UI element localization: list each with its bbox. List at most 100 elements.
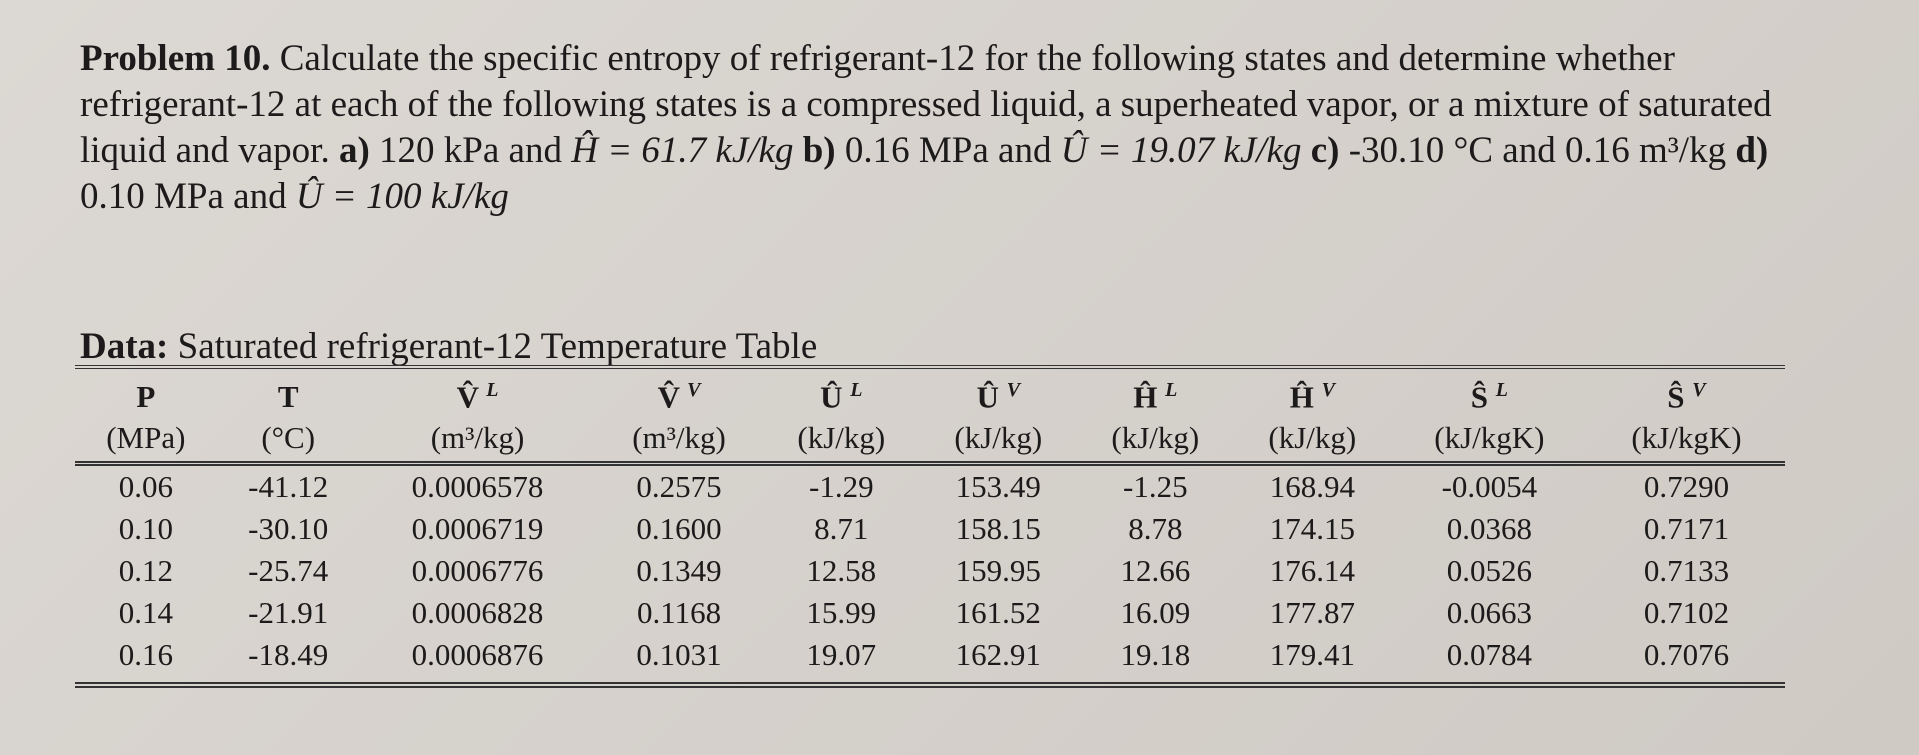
header-unit: (kJ/kg)	[762, 415, 920, 466]
part-math: Û = 19.07 kJ/kg	[1060, 130, 1302, 171]
table-cell: 0.12	[118, 553, 173, 588]
header-unit: (°C)	[216, 415, 360, 466]
header-symbol-cell: Ĥ V	[1233, 365, 1391, 415]
table-cell: 12.58	[806, 553, 877, 588]
part-text: 0.10 MPa and	[80, 176, 287, 217]
header-symbol: Ŝ	[1667, 379, 1685, 414]
header-unit: (kJ/kgK)	[1587, 415, 1785, 466]
table-cell: 16.09	[1120, 595, 1191, 630]
header-symbol-cell: P	[75, 365, 217, 415]
header-symbol: T	[277, 379, 299, 414]
part-label: a)	[338, 130, 370, 171]
table-cell: -1.25	[1123, 469, 1188, 504]
header-unit: (kJ/kg)	[1076, 415, 1234, 466]
header-symbol: Ĥ	[1133, 379, 1158, 414]
header-superscript: L	[1165, 378, 1178, 401]
table-row: 0.06 -41.12 0.0006578 0.2575 -1.29 153.4…	[75, 464, 1785, 509]
header-symbols: P T V̂ L V̂ V Û L Û V Ĥ L Ĥ V Ŝ L Ŝ V	[75, 365, 1785, 415]
table-cell: 179.41	[1233, 634, 1391, 688]
header-unit: (kJ/kg)	[1233, 415, 1391, 466]
table-cell: 0.0368	[1446, 511, 1532, 546]
table-cell: -0.0054	[1441, 469, 1538, 504]
header-superscript: V	[1006, 378, 1021, 401]
header-symbol-cell: Ĥ L	[1076, 365, 1234, 415]
table-cell: 177.87	[1269, 595, 1355, 630]
header-symbol: P	[136, 379, 156, 414]
header-units: (MPa) (°C) (m³/kg) (m³/kg) (kJ/kg) (kJ/k…	[75, 415, 1785, 466]
part-math: Û = 100 kJ/kg	[295, 176, 509, 217]
table-cell: 0.7102	[1643, 595, 1730, 630]
table-cell: 0.0006776	[411, 553, 544, 588]
header-superscript: V	[1321, 378, 1335, 401]
header-superscript: L	[486, 378, 499, 401]
table-cell: 19.18	[1076, 634, 1234, 688]
part-label: b)	[802, 130, 836, 171]
table-cell: 0.0006876	[359, 634, 596, 688]
table-cell: -41.12	[248, 469, 329, 504]
header-unit: (kJ/kg)	[919, 415, 1077, 466]
table-cell: 0.0006719	[411, 511, 544, 546]
table-cell: 0.16	[75, 634, 217, 688]
table-cell: 162.91	[919, 634, 1077, 688]
table-cell: 0.0006828	[411, 595, 544, 630]
table-cell: -25.74	[248, 553, 329, 588]
header-symbol-cell: T	[216, 365, 360, 415]
header-symbol-cell: Û V	[919, 365, 1077, 415]
table-row: 0.16 -18.49 0.0006876 0.1031 19.07 162.9…	[75, 634, 1785, 688]
table-cell: -1.29	[809, 469, 874, 504]
header-symbol: V̂	[657, 379, 680, 414]
table-cell: -18.49	[216, 634, 360, 688]
table-cell: -21.91	[248, 595, 329, 630]
header-symbol-cell: Û L	[762, 365, 920, 415]
data-table: P T V̂ L V̂ V Û L Û V Ĥ L Ĥ V Ŝ L Ŝ V (M…	[75, 365, 1785, 688]
table-cell: 0.7171	[1643, 511, 1730, 546]
header-symbol-cell: Ŝ V	[1587, 365, 1785, 415]
header-unit: (MPa)	[75, 415, 217, 466]
header-superscript: L	[850, 378, 863, 401]
caption-label: Data:	[80, 326, 169, 367]
header-symbol: V̂	[456, 379, 479, 414]
header-unit: (m³/kg)	[359, 415, 596, 466]
table-row: 0.12 -25.74 0.0006776 0.1349 12.58 159.9…	[75, 550, 1785, 592]
table-cell: 0.7133	[1643, 553, 1730, 588]
table-cell: -30.10	[248, 511, 329, 546]
table-cell: 158.15	[955, 511, 1041, 546]
table-cell: 168.94	[1269, 469, 1355, 504]
problem-intro: Calculate the specific entropy of refrig…	[80, 38, 1772, 171]
table-cell: 8.78	[1128, 511, 1183, 546]
table-body: 0.06 -41.12 0.0006578 0.2575 -1.29 153.4…	[75, 464, 1785, 688]
table-cell: 15.99	[806, 595, 877, 630]
header-symbol: Û	[820, 379, 843, 414]
table-cell: 176.14	[1269, 553, 1355, 588]
header-unit: (m³/kg)	[595, 415, 763, 466]
table-cell: 19.07	[762, 634, 920, 688]
header-symbol-cell: V̂ V	[595, 365, 763, 415]
header-superscript: V	[1692, 378, 1706, 401]
table-cell: 0.2575	[636, 469, 722, 504]
table-cell: 159.95	[955, 553, 1041, 588]
table-cell: 8.71	[814, 511, 869, 546]
header-symbol: Ĥ	[1289, 379, 1314, 414]
part-text: 0.16 MPa and	[844, 130, 1052, 171]
table-row: 0.14 -21.91 0.0006828 0.1168 15.99 161.5…	[75, 592, 1785, 634]
table-cell: 0.1031	[595, 634, 763, 688]
table-cell: 0.0784	[1390, 634, 1588, 688]
table-cell: 0.06	[118, 469, 173, 504]
table-cell: 161.52	[955, 595, 1041, 630]
part-text: -30.10 °C and 0.16 m³/kg	[1348, 130, 1727, 171]
header-unit: (kJ/kgK)	[1390, 415, 1588, 466]
problem-text: Problem 10. Calculate the specific entro…	[80, 36, 1780, 220]
table-cell: 0.7076	[1587, 634, 1785, 688]
table-cell: 0.7290	[1643, 469, 1730, 504]
caption-text: Saturated refrigerant-12 Temperature Tab…	[177, 326, 818, 367]
table-cell: 0.10	[118, 511, 173, 546]
header-superscript: L	[1495, 378, 1508, 401]
data-caption: Data: Saturated refrigerant-12 Temperatu…	[80, 325, 817, 368]
table-cell: 0.14	[118, 595, 173, 630]
header-symbol-cell: V̂ L	[359, 365, 596, 415]
table-cell: 0.0526	[1446, 553, 1532, 588]
header-symbol: Ŝ	[1470, 379, 1488, 414]
part-label: d)	[1735, 130, 1769, 171]
table-row: 0.10 -30.10 0.0006719 0.1600 8.71 158.15…	[75, 508, 1785, 550]
